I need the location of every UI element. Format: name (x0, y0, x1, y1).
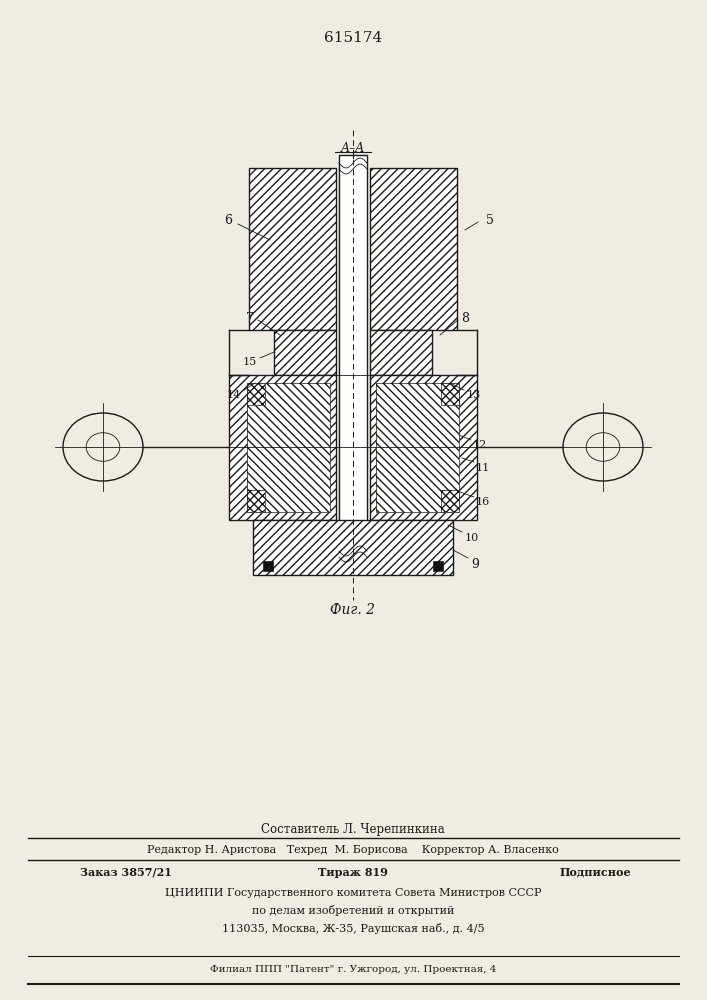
Text: Подписное: Подписное (560, 866, 631, 878)
Bar (274, 330, 336, 375)
Text: Составитель Л. Черепинкина: Составитель Л. Черепинкина (261, 824, 445, 836)
Bar (247, 383, 265, 405)
Text: 113035, Москва, Ж-35, Раушская наб., д. 4/5: 113035, Москва, Ж-35, Раушская наб., д. … (222, 924, 484, 934)
Text: 5: 5 (486, 214, 494, 227)
Text: 7: 7 (246, 312, 254, 324)
Bar (247, 383, 330, 512)
Bar (370, 330, 432, 375)
Text: Филиал ППП "Патент" г. Ужгород, ул. Проектная, 4: Филиал ППП "Патент" г. Ужгород, ул. Прое… (210, 966, 496, 974)
Bar (370, 330, 432, 375)
Text: 12: 12 (473, 440, 487, 450)
Text: 9: 9 (471, 558, 479, 572)
Bar (229, 375, 336, 520)
Bar (433, 561, 443, 571)
Text: Заказ 3857/21: Заказ 3857/21 (80, 866, 172, 878)
Text: 13: 13 (467, 390, 481, 400)
Text: 11: 11 (476, 463, 490, 473)
Bar (253, 520, 453, 575)
Text: 16: 16 (476, 497, 490, 507)
Bar (229, 375, 336, 520)
Bar (376, 383, 459, 512)
Bar (441, 490, 459, 512)
Bar (376, 383, 459, 512)
Bar (253, 520, 453, 575)
Bar (274, 330, 336, 375)
Bar (441, 490, 459, 512)
Bar (247, 383, 265, 405)
Ellipse shape (86, 433, 119, 461)
Bar (370, 168, 457, 330)
Text: 6: 6 (224, 214, 232, 227)
Text: Редактор Н. Аристова   Техред  М. Борисова    Корректор А. Власенко: Редактор Н. Аристова Техред М. Борисова … (147, 845, 559, 855)
Bar (249, 168, 336, 330)
Bar (249, 168, 336, 330)
Text: 8: 8 (461, 312, 469, 324)
Text: A–A: A–A (341, 141, 365, 154)
Ellipse shape (586, 433, 620, 461)
Text: 615174: 615174 (324, 31, 382, 45)
Text: Тираж 819: Тираж 819 (318, 866, 388, 878)
Text: 15: 15 (243, 357, 257, 367)
Bar (370, 168, 457, 330)
Text: ЦНИИПИ Государственного комитета Совета Министров СССР: ЦНИИПИ Государственного комитета Совета … (165, 888, 542, 898)
Bar (247, 383, 330, 512)
Bar (370, 375, 477, 520)
Bar (247, 490, 265, 512)
Bar (441, 383, 459, 405)
Bar (441, 383, 459, 405)
Text: 14: 14 (227, 390, 241, 400)
Bar (339, 155, 367, 565)
Ellipse shape (63, 413, 143, 481)
Ellipse shape (563, 413, 643, 481)
Text: по делам изобретений и открытий: по делам изобретений и открытий (252, 906, 454, 916)
Bar (370, 375, 477, 520)
Text: 10: 10 (465, 533, 479, 543)
Bar (263, 561, 273, 571)
Bar (247, 490, 265, 512)
Text: Фиг. 2: Фиг. 2 (330, 603, 375, 617)
